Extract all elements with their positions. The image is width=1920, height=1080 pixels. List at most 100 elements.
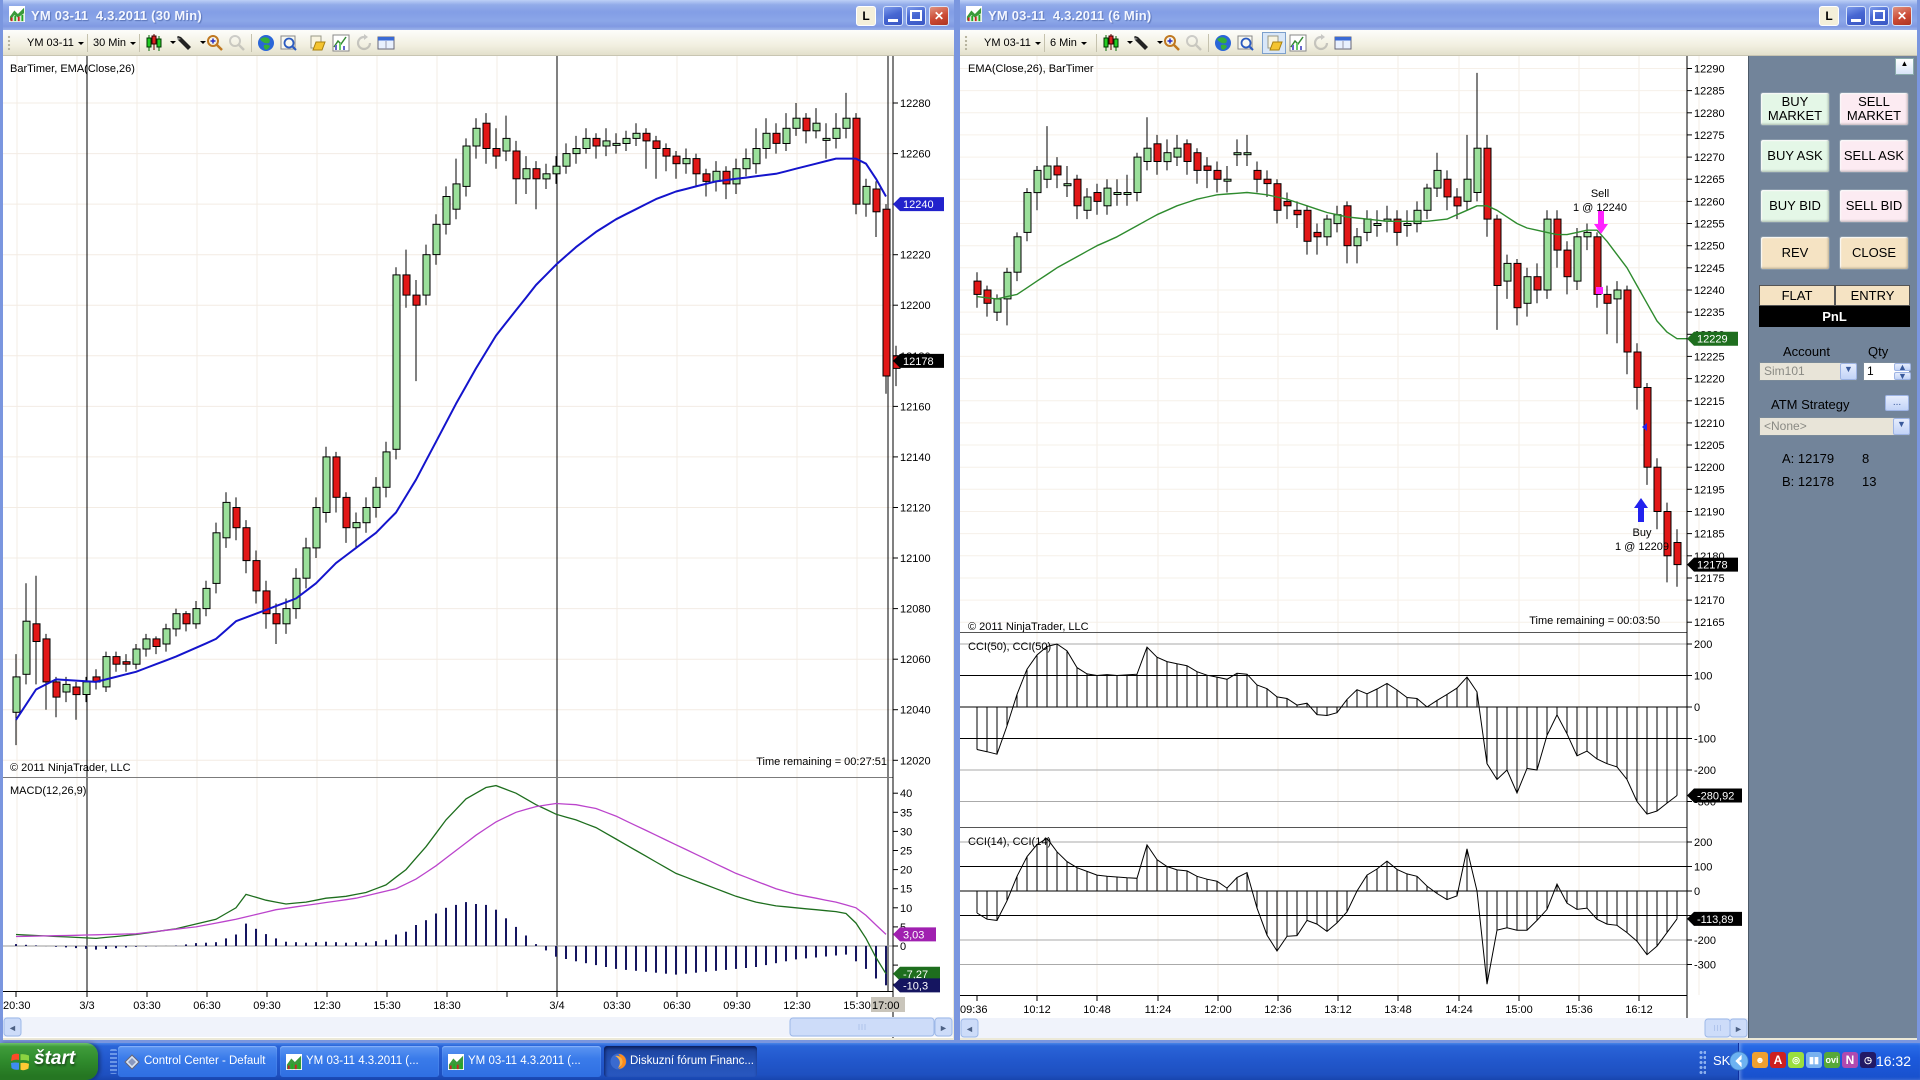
svg-text:09:30: 09:30 xyxy=(723,1000,751,1012)
svg-text:Time remaining = 00:27:51: Time remaining = 00:27:51 xyxy=(756,756,887,768)
svg-text:►: ► xyxy=(939,1023,948,1033)
svg-text:17:00: 17:00 xyxy=(872,1000,900,1012)
svg-text:-7,27: -7,27 xyxy=(903,969,928,981)
svg-text:-200: -200 xyxy=(1694,765,1716,777)
svg-text:200: 200 xyxy=(1694,837,1712,849)
svg-text:12185: 12185 xyxy=(1694,529,1725,541)
svg-text:35: 35 xyxy=(900,807,912,819)
svg-text:Sell: Sell xyxy=(1591,188,1609,200)
svg-text:12250: 12250 xyxy=(1694,241,1725,253)
svg-text:12220: 12220 xyxy=(900,250,931,262)
svg-text:-113,89: -113,89 xyxy=(1697,914,1734,926)
svg-text:© 2011 NinjaTrader, LLC: © 2011 NinjaTrader, LLC xyxy=(968,621,1089,633)
svg-text:12275: 12275 xyxy=(1694,130,1725,142)
svg-text:12280: 12280 xyxy=(900,98,931,110)
svg-text:1 @ 12240: 1 @ 12240 xyxy=(1573,202,1627,214)
svg-text:12240: 12240 xyxy=(903,199,934,211)
svg-text:12140: 12140 xyxy=(900,452,931,464)
svg-text:EMA(Close,26), BarTimer: EMA(Close,26), BarTimer xyxy=(968,63,1094,75)
svg-text:03:30: 03:30 xyxy=(603,1000,631,1012)
svg-text:12170: 12170 xyxy=(1694,595,1725,607)
svg-text:0: 0 xyxy=(1694,702,1700,714)
svg-text:10:48: 10:48 xyxy=(1083,1004,1111,1016)
svg-text:12265: 12265 xyxy=(1694,174,1725,186)
svg-text:►: ► xyxy=(1734,1024,1743,1034)
svg-text:1 @ 12209: 1 @ 12209 xyxy=(1615,541,1669,553)
svg-text:12255: 12255 xyxy=(1694,219,1725,231)
svg-text:30: 30 xyxy=(900,826,912,838)
svg-text:0: 0 xyxy=(1694,886,1700,898)
svg-text:12:30: 12:30 xyxy=(783,1000,811,1012)
svg-text:-280,92: -280,92 xyxy=(1697,790,1734,802)
svg-text:◄: ◄ xyxy=(965,1024,974,1034)
svg-text:12205: 12205 xyxy=(1694,440,1725,452)
svg-text:12178: 12178 xyxy=(903,356,934,368)
svg-text:12175: 12175 xyxy=(1694,573,1725,585)
svg-text:12240: 12240 xyxy=(1694,285,1725,297)
svg-text:CCI(50), CCI(50): CCI(50), CCI(50) xyxy=(968,641,1051,653)
svg-text:10: 10 xyxy=(900,903,912,915)
svg-text:12260: 12260 xyxy=(900,149,931,161)
svg-text:12:00: 12:00 xyxy=(1204,1004,1232,1016)
svg-text:16:12: 16:12 xyxy=(1625,1004,1653,1016)
svg-text:Time remaining = 00:03:50: Time remaining = 00:03:50 xyxy=(1529,615,1660,627)
svg-text:09:36: 09:36 xyxy=(960,1004,988,1016)
svg-text:11:24: 11:24 xyxy=(1145,1004,1172,1016)
svg-text:0: 0 xyxy=(900,941,906,953)
svg-text:12215: 12215 xyxy=(1694,396,1725,408)
svg-text:20: 20 xyxy=(900,865,912,877)
svg-text:3/4: 3/4 xyxy=(549,1000,564,1012)
svg-text:06:30: 06:30 xyxy=(193,1000,221,1012)
svg-text:MACD(12,26,9): MACD(12,26,9) xyxy=(10,785,86,797)
svg-text:12200: 12200 xyxy=(1694,462,1725,474)
svg-text:12100: 12100 xyxy=(900,553,931,565)
svg-text:12229: 12229 xyxy=(1697,334,1728,346)
svg-text:15:30: 15:30 xyxy=(843,1000,871,1012)
svg-text:15:30: 15:30 xyxy=(373,1000,401,1012)
svg-text:◄: ◄ xyxy=(8,1023,17,1033)
svg-text:06:30: 06:30 xyxy=(663,1000,691,1012)
svg-text:Buy: Buy xyxy=(1633,527,1652,539)
svg-text:12020: 12020 xyxy=(900,755,931,767)
svg-text:15:36: 15:36 xyxy=(1565,1004,1593,1016)
svg-text:12235: 12235 xyxy=(1694,307,1725,319)
svg-text:09:30: 09:30 xyxy=(253,1000,281,1012)
svg-text:18:30: 18:30 xyxy=(433,1000,461,1012)
svg-text:15: 15 xyxy=(900,884,912,896)
svg-text:12200: 12200 xyxy=(900,300,931,312)
svg-text:100: 100 xyxy=(1694,671,1712,683)
svg-text:14:24: 14:24 xyxy=(1445,1004,1473,1016)
svg-text:200: 200 xyxy=(1694,639,1712,651)
svg-text:12195: 12195 xyxy=(1694,484,1725,496)
svg-text:12060: 12060 xyxy=(900,654,931,666)
svg-text:12040: 12040 xyxy=(900,705,931,717)
svg-text:12080: 12080 xyxy=(900,604,931,616)
svg-text:12280: 12280 xyxy=(1694,108,1725,120)
svg-text:100: 100 xyxy=(1694,862,1712,874)
svg-text:BarTimer, EMA(Close,26): BarTimer, EMA(Close,26) xyxy=(10,63,135,75)
svg-text:CCI(14), CCI(14): CCI(14), CCI(14) xyxy=(968,836,1051,848)
svg-text:-10,3: -10,3 xyxy=(903,980,928,992)
svg-text:20:30: 20:30 xyxy=(3,1000,31,1012)
svg-text:12285: 12285 xyxy=(1694,86,1725,98)
svg-text:12245: 12245 xyxy=(1694,263,1725,275)
svg-text:12270: 12270 xyxy=(1694,152,1725,164)
svg-text:12190: 12190 xyxy=(1694,507,1725,519)
svg-text:12225: 12225 xyxy=(1694,351,1725,363)
svg-text:3/3: 3/3 xyxy=(79,1000,94,1012)
svg-text:12210: 12210 xyxy=(1694,418,1725,430)
svg-text:13:12: 13:12 xyxy=(1324,1004,1352,1016)
svg-text:12165: 12165 xyxy=(1694,617,1725,629)
svg-text:12120: 12120 xyxy=(900,503,931,515)
svg-text:03:30: 03:30 xyxy=(133,1000,161,1012)
svg-text:3,03: 3,03 xyxy=(903,929,924,941)
svg-text:12290: 12290 xyxy=(1694,64,1725,76)
svg-text:12178: 12178 xyxy=(1697,560,1728,572)
svg-text:© 2011 NinjaTrader, LLC: © 2011 NinjaTrader, LLC xyxy=(10,762,131,774)
svg-text:12:36: 12:36 xyxy=(1264,1004,1292,1016)
svg-text:40: 40 xyxy=(900,788,912,800)
svg-text:12:30: 12:30 xyxy=(313,1000,341,1012)
svg-text:-200: -200 xyxy=(1694,935,1716,947)
svg-text:12260: 12260 xyxy=(1694,196,1725,208)
svg-text:12220: 12220 xyxy=(1694,374,1725,386)
